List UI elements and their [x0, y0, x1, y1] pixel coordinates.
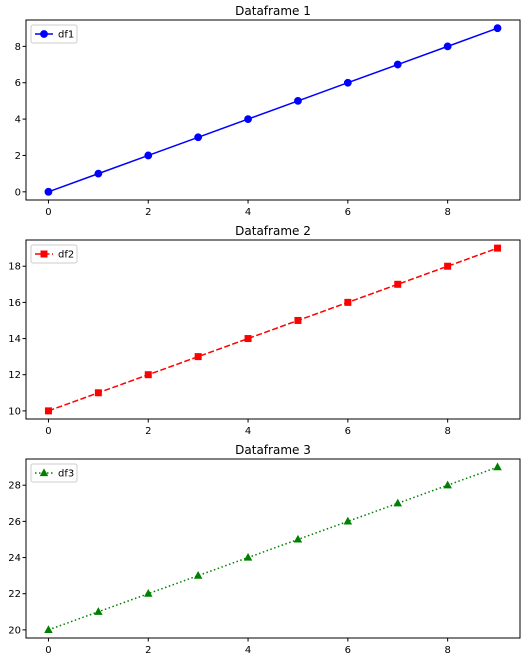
data-point [144, 151, 153, 160]
data-point [44, 407, 52, 415]
data-point [444, 262, 452, 270]
data-point [493, 24, 502, 33]
x-tick-label: 4 [245, 207, 251, 218]
data-point [294, 316, 302, 324]
data-point [194, 353, 202, 361]
data-point [294, 97, 302, 105]
x-tick-label: 8 [444, 426, 450, 437]
data-point [343, 78, 352, 87]
x-tick-label: 4 [245, 645, 251, 656]
y-tick-label: 26 [8, 517, 21, 528]
y-tick-label: 18 [8, 262, 21, 273]
data-point [344, 298, 352, 306]
y-tick-label: 16 [8, 298, 21, 309]
y-tick-label: 4 [15, 115, 21, 126]
data-point [244, 115, 252, 123]
legend: df1 [30, 24, 78, 44]
y-tick-label: 10 [8, 406, 21, 417]
chart-title: Dataframe 1 [235, 4, 311, 18]
x-tick-label: 2 [145, 207, 151, 218]
x-tick-label: 6 [345, 645, 351, 656]
series-line-df1 [48, 27, 498, 193]
data-point [243, 552, 253, 561]
x-tick-label: 6 [345, 426, 351, 437]
series-line-df3 [48, 466, 498, 631]
data-point [494, 244, 502, 252]
data-point [44, 625, 53, 633]
data-point [94, 389, 102, 397]
data-point [293, 534, 303, 543]
y-tick-label: 2 [15, 151, 21, 162]
legend-label: df2 [58, 250, 74, 261]
legend-box [30, 463, 78, 483]
axes-frame [25, 19, 521, 201]
legend-label: df1 [58, 30, 74, 41]
subplot-1: Dataframe 1 0 2 4 6 8 0 2 4 6 8 df1 [15, 4, 521, 218]
y-tick-label: 20 [8, 625, 21, 636]
y-tick-label: 22 [8, 589, 21, 600]
legend-marker [40, 30, 48, 38]
x-tick-label: 2 [145, 426, 151, 437]
x-tick-label: 0 [45, 645, 51, 656]
series-line-df2 [48, 247, 498, 412]
data-point [443, 42, 452, 51]
data-point [194, 133, 203, 142]
axes-frame [25, 239, 521, 420]
legend-label: df3 [58, 469, 74, 480]
x-tick-label: 6 [345, 207, 351, 218]
data-point [394, 280, 402, 288]
chart-title: Dataframe 3 [235, 443, 311, 457]
legend-marker [40, 250, 48, 258]
legend: df3 [30, 463, 78, 483]
data-point [94, 169, 103, 178]
data-point [493, 462, 502, 471]
x-tick-label: 0 [45, 426, 51, 437]
x-tick-label: 4 [245, 426, 251, 437]
x-tick-label: 0 [45, 207, 51, 218]
y-tick-label: 28 [8, 481, 21, 492]
data-point [443, 480, 452, 489]
data-point [393, 498, 402, 507]
legend: df2 [30, 244, 78, 264]
data-point [44, 187, 53, 196]
y-tick-label: 24 [8, 553, 21, 564]
axes-frame [25, 458, 521, 639]
data-point [144, 371, 152, 379]
data-point [244, 335, 252, 343]
x-tick-label: 8 [444, 645, 450, 656]
y-tick-label: 6 [15, 78, 21, 89]
data-point [193, 570, 203, 579]
chart-title: Dataframe 2 [235, 224, 311, 238]
subplot-2: Dataframe 2 0 2 4 6 8 10 12 14 16 18 df2 [8, 224, 521, 437]
y-tick-label: 0 [15, 187, 21, 198]
legend-box [30, 24, 78, 44]
x-tick-label: 2 [145, 645, 151, 656]
data-point [343, 516, 353, 525]
data-point [94, 607, 103, 615]
data-point [144, 589, 153, 597]
x-tick-label: 8 [444, 207, 450, 218]
legend-marker [39, 468, 49, 477]
legend-box [30, 244, 78, 264]
y-tick-label: 8 [15, 42, 21, 53]
y-tick-label: 12 [8, 370, 21, 381]
data-point [393, 60, 402, 69]
y-tick-label: 14 [8, 334, 21, 345]
